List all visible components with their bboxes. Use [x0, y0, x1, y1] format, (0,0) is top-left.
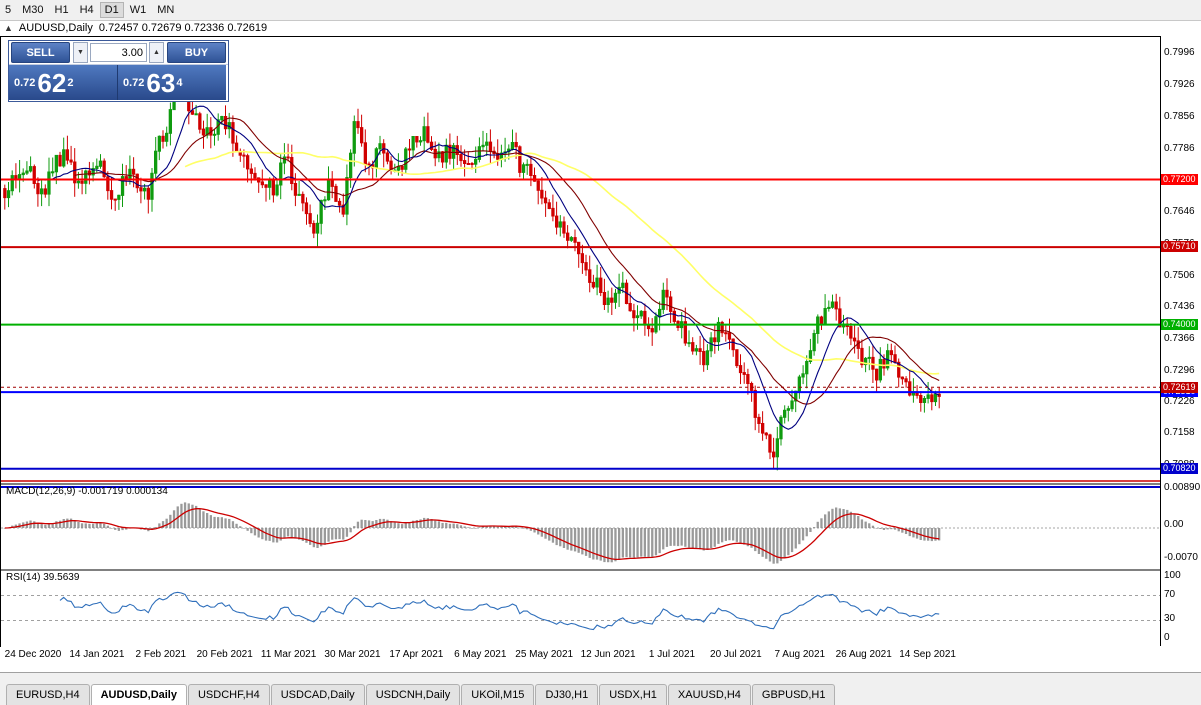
chart-canvas [1, 76, 1160, 631]
time-tick: 14 Sep 2021 [899, 649, 956, 660]
chart-tab-usdcad-daily[interactable]: USDCAD,Daily [270, 684, 365, 705]
price-tick: 0.7506 [1164, 269, 1195, 281]
chart-tab-usdchf-h4[interactable]: USDCHF,H4 [187, 684, 270, 705]
timeframe-w1[interactable]: W1 [129, 4, 147, 16]
candles [3, 76, 941, 471]
chevron-down-icon[interactable]: ▼ [73, 42, 88, 63]
ohlc-values: 0.72457 0.72679 0.72336 0.72619 [98, 22, 268, 34]
chart-tab-eurusd-h4[interactable]: EURUSD,H4 [6, 684, 90, 705]
time-tick: 11 Mar 2021 [260, 649, 317, 660]
timeframe-m30[interactable]: M30 [22, 4, 44, 16]
time-tick: 25 May 2021 [515, 649, 574, 660]
time-tick: 24 Dec 2020 [4, 649, 62, 660]
macd-signal-line [4, 507, 940, 561]
rsi-tick: 0 [1164, 632, 1170, 643]
buy-button[interactable]: BUY [167, 42, 226, 63]
sell-price-quote[interactable]: 0.72 62 2 [9, 65, 118, 100]
chart-tab-gbpusd-h1[interactable]: GBPUSD,H1 [751, 684, 836, 705]
buy-price-sup: 4 [176, 76, 183, 89]
one-click-trading-panel[interactable]: SELL ▼ 3.00 ▲ BUY 0.72 62 2 0.72 63 4 [8, 40, 229, 102]
price-tick: 0.7786 [1164, 142, 1195, 154]
volume-input[interactable]: 3.00 [90, 43, 147, 62]
symbol-name: AUDUSD,Daily [18, 22, 93, 34]
level-price-tag: 0.70820 [1161, 462, 1198, 474]
timeframe-h1[interactable]: H1 [54, 4, 69, 16]
current-price-tag: 0.72619 [1161, 382, 1198, 394]
time-tick: 6 May 2021 [454, 649, 507, 660]
trade-panel-quotes: 0.72 62 2 0.72 63 4 [9, 65, 228, 100]
sell-button[interactable]: SELL [11, 42, 70, 63]
macd-tick: 0.00 [1164, 519, 1184, 530]
price-tick: 0.7296 [1164, 364, 1195, 376]
macd-tick: -0.0070 [1164, 552, 1198, 563]
buy-price-prefix: 0.72 [123, 76, 145, 89]
buy-price-big: 63 [146, 67, 176, 98]
chart-tab-usdx-h1[interactable]: USDX,H1 [599, 684, 667, 705]
time-tick: 7 Aug 2021 [774, 649, 826, 660]
timeframe-toolbar[interactable]: 5 M30 H1 H4 D1 W1 MN [0, 0, 1201, 21]
price-tick: 0.7646 [1164, 206, 1195, 218]
level-price-tag: 0.75710 [1161, 241, 1198, 253]
rsi-line [59, 591, 940, 631]
time-tick: 2 Feb 2021 [135, 649, 187, 660]
time-axis: 24 Dec 2020 14 Jan 2021 2 Feb 2021 20 Feb 2… [0, 648, 1160, 664]
time-tick: 1 Jul 2021 [648, 649, 696, 660]
time-tick: 12 Jun 2021 [580, 649, 636, 660]
chart-tab-usdcnh-daily[interactable]: USDCNH,Daily [365, 684, 461, 705]
rsi-tick: 100 [1164, 570, 1181, 581]
macd-label: MACD(12,26,9) -0.001719 0.000134 [6, 486, 168, 497]
price-tick: 0.7226 [1164, 396, 1195, 408]
timeframe-mn[interactable]: MN [157, 4, 175, 16]
macd-tick: 0.00890 [1164, 482, 1201, 493]
buy-price-quote[interactable]: 0.72 63 4 [118, 65, 226, 100]
stepper-icon[interactable]: ▲ [149, 42, 164, 63]
sell-price-big: 62 [37, 67, 67, 98]
time-tick: 20 Feb 2021 [196, 649, 253, 660]
price-tick: 0.7996 [1164, 47, 1195, 59]
time-tick: 26 Aug 2021 [835, 649, 892, 660]
level-price-tag: 0.77200 [1161, 173, 1198, 185]
price-tick: 0.7366 [1164, 333, 1195, 344]
collapse-icon[interactable]: ▲ [4, 23, 13, 33]
level-price-tag: 0.74000 [1161, 318, 1198, 330]
rsi-tick: 30 [1164, 613, 1176, 625]
price-axis[interactable]: 0.79960.79260.78560.77860.77160.76460.75… [1160, 36, 1201, 646]
chart-tab-audusd-daily[interactable]: AUDUSD,Daily [90, 684, 187, 705]
chart-tab-xauusd-h4[interactable]: XAUUSD,H4 [667, 684, 751, 705]
chart-tabs[interactable]: EURUSD,H4 AUDUSD,Daily USDCHF,H4 USDCAD,Dai… [0, 672, 1201, 705]
sell-price-prefix: 0.72 [14, 76, 36, 89]
macd-histogram [3, 502, 941, 564]
time-tick: 20 Jul 2021 [710, 649, 762, 660]
timeframe-h4[interactable]: H4 [79, 4, 94, 16]
price-tick: 0.7926 [1164, 79, 1195, 91]
time-tick: 17 Apr 2021 [389, 649, 444, 660]
chart-tab-ukoil-m15[interactable]: UKOil,M15 [461, 684, 535, 705]
sell-price-sup: 2 [67, 76, 74, 89]
symbol-info-line: ▲ AUDUSD,Daily 0.72457 0.72679 0.72336 0… [0, 21, 267, 35]
timeframe-d1[interactable]: D1 [99, 2, 124, 18]
rsi-label: RSI(14) 39.5639 [6, 572, 80, 583]
trade-panel-top-row: SELL ▼ 3.00 ▲ BUY [9, 41, 228, 65]
price-tick: 0.7158 [1164, 427, 1195, 439]
timeframe-5[interactable]: 5 [5, 4, 12, 16]
rsi-tick: 70 [1164, 588, 1176, 600]
time-tick: 30 Mar 2021 [324, 649, 381, 660]
chart-tab-dj30-h1[interactable]: DJ30,H1 [535, 684, 599, 705]
time-tick: 14 Jan 2021 [69, 649, 125, 660]
price-tick: 0.7856 [1164, 110, 1195, 122]
price-chart[interactable]: MACD(12,26,9) -0.001719 0.000134 RSI(14)… [0, 36, 1161, 647]
price-tick: 0.7436 [1164, 301, 1195, 313]
